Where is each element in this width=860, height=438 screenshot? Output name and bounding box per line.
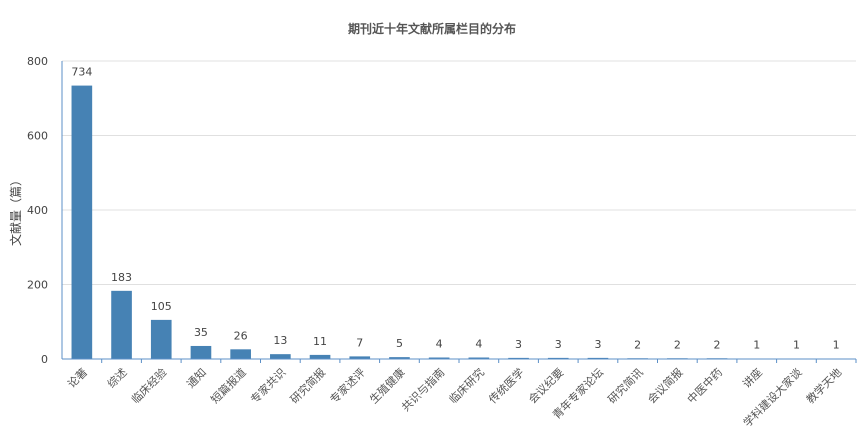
data-label: 2 xyxy=(634,338,641,351)
chart-title: 期刊近十年文献所属栏目的分布 xyxy=(348,21,516,36)
x-tick-label: 教学天地 xyxy=(803,365,844,406)
x-tick-label: 通知 xyxy=(184,365,209,390)
x-tick-label: 研究简报 xyxy=(287,365,328,406)
x-tick-label: 临床经验 xyxy=(128,365,169,406)
data-label: 1 xyxy=(833,339,840,352)
y-axis-label: 文献量（篇） xyxy=(8,174,23,246)
bar[interactable] xyxy=(349,356,371,359)
y-tick-label: 800 xyxy=(27,55,48,68)
data-label: 1 xyxy=(793,339,800,352)
bar[interactable] xyxy=(111,290,132,359)
x-tick-label: 综述 xyxy=(104,365,129,390)
y-tick-label: 400 xyxy=(27,204,48,217)
y-tick-label: 200 xyxy=(27,279,48,292)
bar[interactable] xyxy=(389,357,410,359)
bar[interactable] xyxy=(587,357,609,359)
data-label: 1 xyxy=(753,339,760,352)
x-tick-label: 专家述评 xyxy=(327,365,368,406)
data-label: 183 xyxy=(111,271,132,284)
x-tick-label: 共识与指南 xyxy=(398,365,447,414)
y-tick-label: 600 xyxy=(27,130,48,143)
y-axis-ticks: 0 200 400 600 800 xyxy=(27,55,48,366)
x-tick-label: 讲座 xyxy=(739,365,764,390)
gridlines xyxy=(62,60,856,285)
data-label: 26 xyxy=(234,329,248,342)
x-tick-label: 中医中药 xyxy=(685,366,725,406)
data-label: 105 xyxy=(151,300,172,313)
data-label: 4 xyxy=(436,338,443,351)
x-tick-label: 专家共识 xyxy=(247,365,288,406)
x-tick-label: 研究简讯 xyxy=(605,365,646,406)
data-label: 5 xyxy=(396,337,403,350)
x-tick-label: 短篇报道 xyxy=(208,365,249,406)
data-label: 3 xyxy=(515,338,522,351)
bar[interactable] xyxy=(230,349,251,359)
bar[interactable] xyxy=(508,357,529,359)
data-label: 2 xyxy=(674,338,681,351)
x-tick-label: 会议纪要 xyxy=(526,366,566,406)
bar[interactable] xyxy=(190,345,212,359)
bar[interactable] xyxy=(270,354,291,359)
data-label: 2 xyxy=(714,338,721,351)
data-label: 3 xyxy=(555,338,562,351)
bar[interactable] xyxy=(547,357,569,359)
y-tick-label: 0 xyxy=(41,353,48,366)
bar[interactable] xyxy=(428,357,450,359)
data-label: 734 xyxy=(71,66,92,79)
bar[interactable] xyxy=(71,85,93,360)
data-label: 35 xyxy=(194,326,208,339)
bar[interactable] xyxy=(150,319,172,359)
x-tick-label: 临床研究 xyxy=(446,365,487,406)
x-tick-label: 生殖健康 xyxy=(367,365,408,406)
data-label: 7 xyxy=(356,336,363,349)
data-label: 13 xyxy=(273,334,287,347)
data-label: 4 xyxy=(475,338,482,351)
data-label: 11 xyxy=(313,335,327,348)
bar[interactable] xyxy=(468,357,490,359)
x-tick-label: 会议简报 xyxy=(644,365,685,406)
x-tick-label: 论著 xyxy=(65,365,90,390)
bar[interactable] xyxy=(309,354,331,359)
data-label: 3 xyxy=(594,338,601,351)
x-axis-ticks: 论著 综述 临床经验 通知 短篇报道 专家共识 研究简报 专家述评 生殖健康共识与指南 临床研究传… xyxy=(65,359,857,430)
x-tick-label: 传统医学 xyxy=(486,365,527,406)
bars xyxy=(71,85,847,360)
